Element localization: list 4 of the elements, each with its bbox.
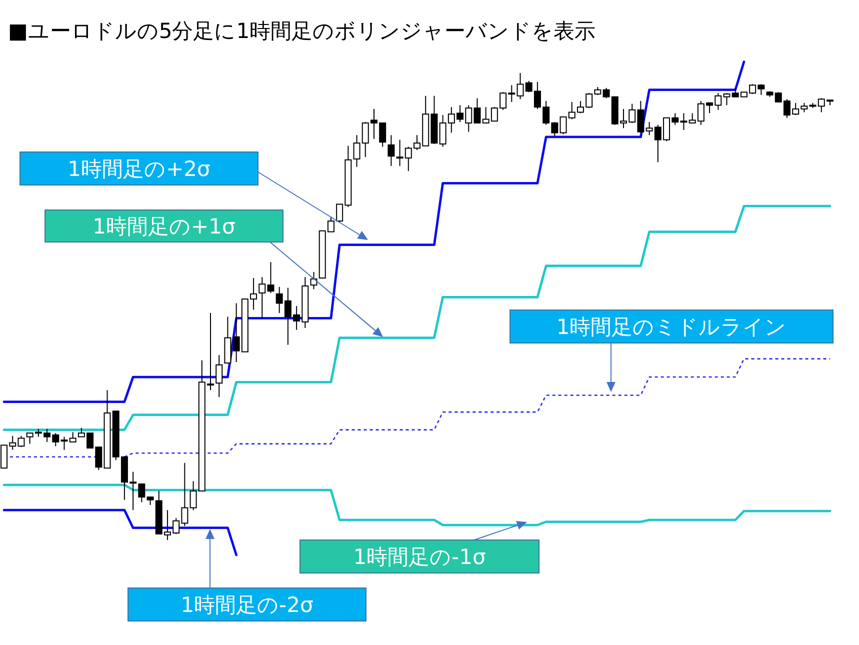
annotation: 1時間足の+1σ <box>92 214 236 238</box>
title: ■ユーロドルの5分足に1時間足のボリンジャーバンドを表示 <box>8 19 596 43</box>
annotation: 1時間足の+2σ <box>68 157 210 181</box>
annotation: 1時間足のミドルライン <box>556 315 787 339</box>
